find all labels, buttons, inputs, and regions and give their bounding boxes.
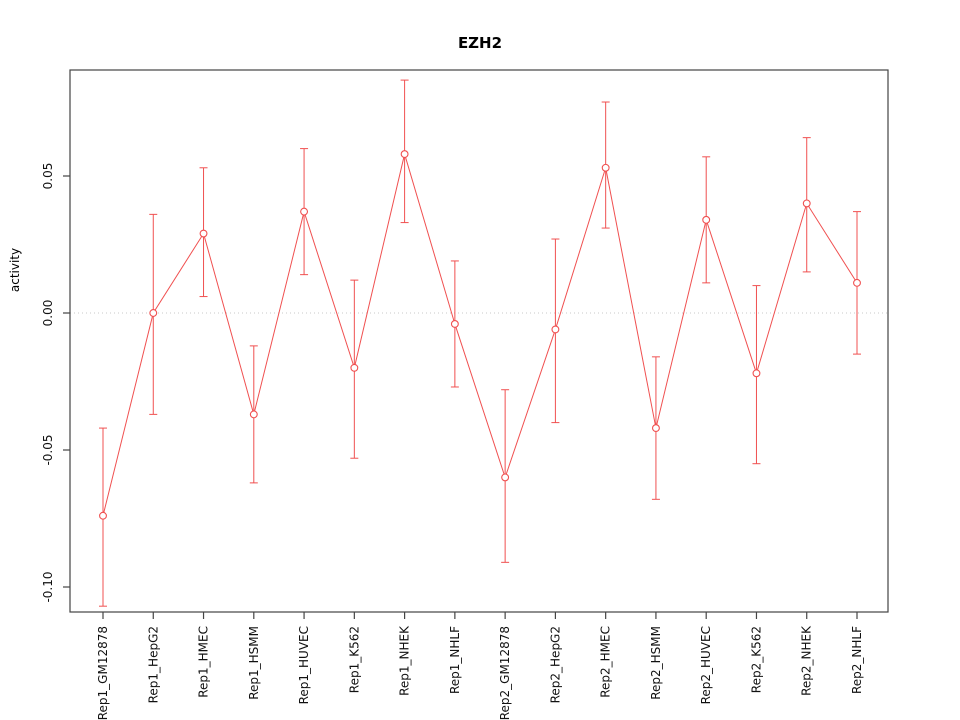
x-tick-label: Rep1_HUVEC bbox=[297, 626, 311, 704]
x-tick-label: Rep1_NHEK bbox=[398, 625, 412, 696]
data-point bbox=[501, 473, 510, 482]
y-tick-label: -0.05 bbox=[41, 434, 55, 465]
data-point bbox=[400, 150, 409, 159]
x-tick-label: Rep2_NHLF bbox=[850, 626, 864, 694]
y-tick-label: 0.00 bbox=[41, 300, 55, 327]
data-point bbox=[752, 369, 761, 378]
x-tick-label: Rep2_K562 bbox=[749, 626, 763, 693]
x-tick-label: Rep2_GM12878 bbox=[498, 626, 512, 720]
x-tick-label: Rep1_NHLF bbox=[448, 626, 462, 694]
x-tick-label: Rep2_HepG2 bbox=[548, 626, 562, 703]
data-point bbox=[651, 424, 660, 433]
plot-border bbox=[69, 69, 889, 613]
data-point bbox=[350, 363, 359, 372]
x-tick-label: Rep2_HMEC bbox=[599, 626, 613, 698]
data-point bbox=[702, 215, 711, 224]
x-tick-label: Rep2_HUVEC bbox=[699, 626, 713, 704]
x-tick-label: Rep1_K562 bbox=[347, 626, 361, 693]
data-point bbox=[802, 199, 811, 208]
data-point bbox=[99, 511, 107, 520]
y-tick-label: -0.10 bbox=[41, 571, 55, 602]
data-point bbox=[551, 325, 560, 334]
data-point bbox=[853, 278, 861, 287]
data-line bbox=[102, 152, 858, 516]
data-point bbox=[450, 320, 459, 328]
x-tick-label: Rep1_HepG2 bbox=[146, 626, 160, 703]
data-point bbox=[601, 163, 610, 172]
data-point bbox=[149, 309, 158, 317]
x-tick-label: Rep2_HSMM bbox=[649, 626, 663, 700]
x-tick-label: Rep1_GM12878 bbox=[96, 626, 110, 720]
y-axis-title: activity bbox=[8, 247, 22, 293]
data-point bbox=[300, 207, 309, 216]
x-tick-label: Rep1_HSMM bbox=[247, 626, 261, 700]
y-tick-label: 0.05 bbox=[41, 163, 55, 190]
chart-title: EZH2 bbox=[457, 34, 503, 52]
data-point bbox=[249, 410, 258, 419]
x-tick-label: Rep1_HMEC bbox=[197, 626, 211, 698]
x-tick-label: Rep2_NHEK bbox=[800, 625, 814, 696]
data-point bbox=[199, 229, 208, 238]
